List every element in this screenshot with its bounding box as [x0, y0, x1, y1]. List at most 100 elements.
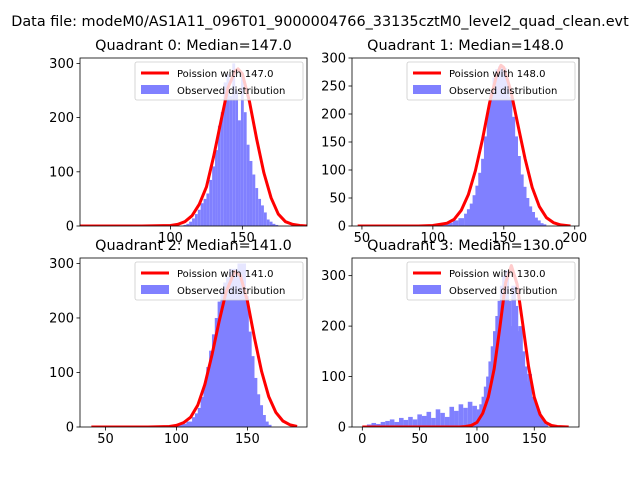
histogram-bar	[467, 401, 473, 427]
x-tick-label: 100	[465, 432, 490, 447]
y-tick-label: 300	[49, 257, 74, 272]
figure-suptitle: Data file: modeM0/AS1A11_096T01_90000047…	[11, 14, 629, 30]
legend: Poission with 148.0 Observed distribution	[406, 61, 576, 101]
histogram-bar	[238, 120, 241, 226]
y-tick-label: 300	[321, 52, 346, 67]
y-tick-label: 300	[321, 269, 346, 284]
histogram-bar	[266, 219, 270, 226]
legend-bar-swatch	[141, 85, 169, 94]
x-tick-label: 0	[358, 432, 366, 447]
legend: Poission with 141.0 Observed distribution	[134, 261, 304, 301]
y-tick-label: 0	[66, 421, 74, 436]
legend-label: Poission with 130.0	[449, 269, 545, 280]
x-tick-label: 150	[230, 231, 255, 246]
histogram-bar	[464, 213, 470, 226]
poisson-curve	[91, 270, 298, 427]
histogram-bar	[192, 218, 195, 226]
legend-label: Observed distribution	[449, 86, 557, 97]
x-tick-label: 150	[522, 432, 547, 447]
histogram-bar	[226, 74, 230, 226]
histogram-bar	[399, 417, 404, 427]
y-tick-label: 100	[321, 164, 346, 179]
histogram-bar	[206, 193, 210, 226]
legend-bar-swatch	[141, 285, 169, 294]
histogram-bar	[235, 90, 239, 226]
y-tick-label: 150	[321, 136, 346, 151]
histogram-bar	[380, 421, 386, 427]
axes-frame	[79, 257, 308, 428]
histogram-bar	[412, 419, 418, 427]
x-tick-label: 100	[164, 432, 189, 447]
histogram-bar	[260, 421, 269, 427]
y-tick-label: 0	[338, 421, 346, 436]
histogram-bar	[389, 419, 395, 427]
histogram-bar	[263, 212, 267, 226]
x-tick-label: 150	[235, 432, 260, 447]
histogram-bar	[540, 224, 547, 226]
legend-label: Poission with 141.0	[177, 269, 273, 280]
legend-box	[406, 61, 576, 101]
subplot-2: 50 100 150 0 100 200 300 Quadrant 2: Median=141…	[49, 238, 308, 447]
legend-bar-swatch	[413, 85, 441, 94]
y-tick-label: 0	[338, 220, 346, 235]
axes-frame	[79, 57, 308, 227]
histogram-bar	[258, 198, 262, 226]
histogram-bar	[483, 136, 490, 226]
plot-area	[91, 263, 298, 427]
histogram-bar	[523, 198, 530, 226]
y-tick-label: 50	[329, 192, 346, 207]
histogram-bar	[512, 136, 518, 226]
histogram-bar	[452, 220, 459, 226]
histogram-bar	[269, 221, 273, 226]
plot-area	[362, 264, 569, 427]
histogram-bar	[175, 424, 184, 427]
histogram-bar	[444, 416, 450, 427]
axes-frame	[351, 257, 580, 428]
histogram-bar	[440, 412, 445, 427]
x-tick-label: 50	[411, 432, 428, 447]
legend-box	[134, 61, 304, 101]
legend: Poission with 147.0 Observed distribution	[134, 61, 304, 101]
legend-label: Poission with 147.0	[177, 69, 273, 80]
y-tick-label: 100	[49, 366, 74, 381]
y-tick-label: 200	[321, 108, 346, 123]
histogram-bar	[541, 421, 546, 427]
histogram-bar	[275, 224, 279, 226]
legend-label: Observed distribution	[449, 286, 557, 297]
x-tick-label: 50	[97, 432, 114, 447]
histogram-bar	[183, 224, 187, 226]
histogram-bar	[421, 415, 427, 427]
histogram-bar	[376, 423, 381, 427]
subplot-title: Quadrant 0: Median=147.0	[95, 38, 292, 54]
x-tick-label: 50	[354, 231, 371, 246]
legend-bar-swatch	[413, 285, 441, 294]
histogram-bar	[515, 331, 521, 427]
legend-label: Observed distribution	[177, 286, 285, 297]
histogram-bar	[203, 198, 207, 226]
subplot-title: Quadrant 3: Median=130.0	[367, 238, 564, 254]
histogram-bar	[215, 150, 218, 226]
histogram-bar	[255, 188, 259, 226]
x-tick-label: 100	[420, 231, 445, 246]
histogram-bar	[426, 411, 432, 427]
histogram-bar	[186, 421, 195, 427]
histogram-bar	[538, 416, 544, 427]
histogram-bar	[408, 416, 413, 427]
legend: Poission with 130.0 Observed distribution	[406, 261, 576, 301]
histogram-bar	[246, 144, 250, 226]
histogram-bar	[257, 415, 266, 427]
legend-box	[134, 261, 304, 301]
histogram-bar	[263, 424, 272, 427]
subplot-title: Quadrant 1: Median=148.0	[367, 38, 564, 54]
histogram-bar	[522, 366, 528, 427]
legend-label: Observed distribution	[177, 86, 285, 97]
histogram-bar	[517, 174, 524, 226]
histogram-bar	[272, 223, 276, 226]
y-tick-label: 100	[49, 165, 74, 180]
histogram-bar	[498, 66, 504, 226]
histogram-bar	[229, 95, 233, 226]
histogram-bar	[189, 221, 193, 226]
histogram-bar	[186, 223, 190, 226]
histogram-bar	[529, 212, 536, 226]
